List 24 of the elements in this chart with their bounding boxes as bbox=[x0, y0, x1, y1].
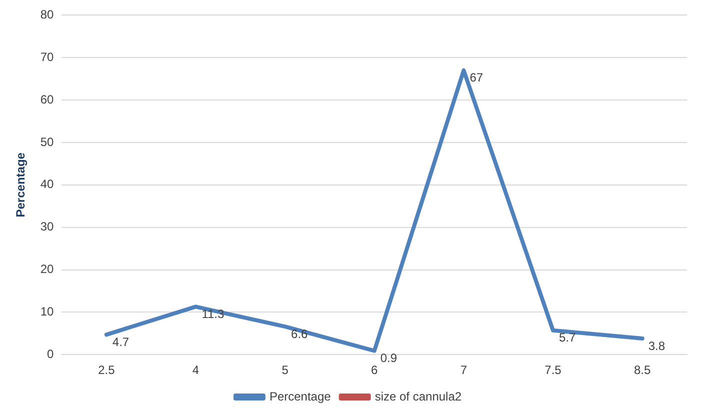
data-label: 0.9 bbox=[380, 351, 398, 366]
y-tick-label: 20 bbox=[40, 262, 54, 276]
x-tick-label: 4 bbox=[192, 363, 200, 378]
y-tick-label: 0 bbox=[47, 346, 54, 361]
legend-label: Percentage bbox=[269, 389, 332, 404]
y-tick-label: 70 bbox=[40, 50, 54, 64]
x-tick-label: 2.5 bbox=[98, 363, 116, 378]
x-tick-label: 7 bbox=[460, 363, 468, 378]
x-tick-label: 6 bbox=[371, 363, 378, 378]
x-tick-label: 5 bbox=[282, 363, 289, 378]
x-tick-label: 8.5 bbox=[634, 363, 652, 378]
y-tick-label: 50 bbox=[40, 134, 54, 149]
x-tick-label: 7.5 bbox=[544, 363, 562, 378]
data-label: 4.7 bbox=[112, 334, 130, 349]
data-label: 5.7 bbox=[559, 330, 576, 345]
y-tick-label: 30 bbox=[40, 220, 54, 234]
legend-label: size of cannula2 bbox=[374, 389, 462, 404]
data-label: 3.8 bbox=[648, 338, 666, 353]
y-tick-label: 10 bbox=[40, 304, 54, 318]
y-tick-label: 40 bbox=[40, 177, 54, 192]
y-tick-label: 60 bbox=[40, 92, 54, 106]
data-label: 67 bbox=[470, 70, 484, 85]
y-axis-title: Percentage bbox=[14, 152, 28, 218]
y-tick-label: 80 bbox=[40, 8, 54, 22]
